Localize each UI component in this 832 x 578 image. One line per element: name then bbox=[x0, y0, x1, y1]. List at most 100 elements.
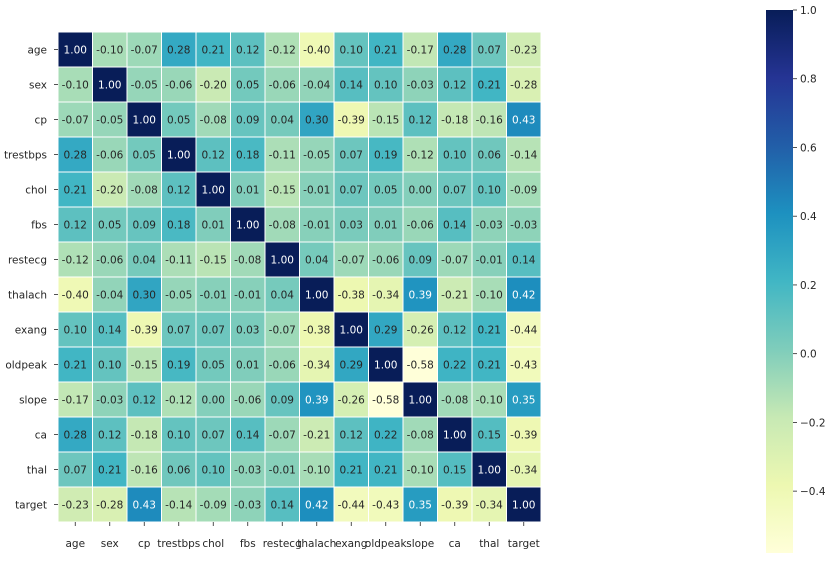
cell-annotation-slope-thal: -0.10 bbox=[476, 395, 503, 407]
cell-annotation-thalach-ca: -0.21 bbox=[441, 290, 468, 302]
heatmap-cell-trestbps-trestbps bbox=[161, 136, 197, 173]
cell-annotation-oldpeak-trestbps: 0.19 bbox=[167, 360, 190, 372]
cell-annotation-ca-target: -0.39 bbox=[510, 430, 537, 442]
cell-annotation-age-thalach: -0.40 bbox=[303, 45, 330, 57]
cell-annotation-chol-slope: 0.00 bbox=[409, 185, 432, 197]
heatmap-cell-thalach-ca bbox=[437, 276, 473, 313]
cell-annotation-oldpeak-thalach: -0.34 bbox=[303, 360, 330, 372]
cell-annotation-fbs-thalach: -0.01 bbox=[303, 220, 330, 232]
cell-annotation-slope-restecg: 0.09 bbox=[271, 395, 294, 407]
cell-annotation-ca-slope: -0.08 bbox=[407, 430, 434, 442]
heatmap-cell-restecg-slope bbox=[402, 241, 438, 278]
cell-annotation-chol-ca: 0.07 bbox=[443, 185, 466, 197]
heatmap-cell-thal-chol bbox=[195, 451, 231, 488]
cell-annotation-slope-thalach: 0.39 bbox=[305, 395, 328, 407]
cell-annotation-target-restecg: 0.14 bbox=[271, 500, 295, 512]
cell-annotation-trestbps-trestbps: 1.00 bbox=[167, 150, 190, 162]
cell-annotation-thal-slope: -0.10 bbox=[407, 465, 434, 477]
heatmap-cell-trestbps-cp bbox=[126, 136, 162, 173]
cell-annotation-exang-slope: -0.26 bbox=[407, 325, 434, 337]
colorbar-gradient bbox=[766, 10, 793, 553]
cell-annotation-trestbps-restecg: -0.11 bbox=[269, 150, 296, 162]
cell-annotation-slope-slope: 1.00 bbox=[409, 395, 432, 407]
cell-annotation-oldpeak-chol: 0.05 bbox=[202, 360, 225, 372]
cell-annotation-trestbps-ca: 0.10 bbox=[443, 150, 466, 162]
cell-annotation-target-thalach: 0.42 bbox=[305, 500, 328, 512]
heatmap-cell-exang-slope bbox=[402, 311, 438, 348]
heatmap-cell-thalach-fbs bbox=[230, 276, 266, 313]
heatmap-cell-age-target bbox=[506, 31, 542, 68]
cell-annotation-fbs-sex: 0.05 bbox=[98, 220, 121, 232]
x-tick-label-age: age bbox=[65, 538, 85, 550]
y-tick-label-thalach: thalach bbox=[8, 290, 47, 302]
heatmap-cell-age-sex bbox=[92, 31, 128, 68]
cell-annotation-exang-thal: 0.21 bbox=[478, 325, 501, 337]
heatmap-cell-chol-target bbox=[506, 171, 542, 208]
cell-annotation-fbs-target: -0.03 bbox=[510, 220, 537, 232]
cell-annotation-cp-sex: -0.05 bbox=[96, 115, 123, 127]
heatmap-cell-thal-slope bbox=[402, 451, 438, 488]
heatmap-cell-oldpeak-sex bbox=[92, 346, 128, 383]
heatmap-cell-ca-fbs bbox=[230, 416, 266, 453]
cell-annotation-oldpeak-cp: -0.15 bbox=[131, 360, 158, 372]
cell-annotation-ca-thalach: -0.21 bbox=[303, 430, 330, 442]
heatmap-cell-exang-oldpeak bbox=[368, 311, 404, 348]
cell-annotation-thal-chol: 0.10 bbox=[202, 465, 225, 477]
heatmap-cell-age-thalach bbox=[299, 31, 335, 68]
heatmap-cell-age-ca bbox=[437, 31, 473, 68]
heatmap-cell-fbs-target bbox=[506, 206, 542, 243]
heatmap-cell-trestbps-ca bbox=[437, 136, 473, 173]
y-tick-label-chol: chol bbox=[25, 185, 47, 197]
colorbar-tick-label-4: 0.2 bbox=[800, 280, 817, 292]
heatmap-cell-thal-target bbox=[506, 451, 542, 488]
heatmap-cell-exang-cp bbox=[126, 311, 162, 348]
y-tick-label-target: target bbox=[15, 500, 47, 512]
heatmap-cell-thal-oldpeak bbox=[368, 451, 404, 488]
cell-annotation-age-target: -0.23 bbox=[510, 45, 537, 57]
heatmap-cell-trestbps-thalach bbox=[299, 136, 335, 173]
cell-annotation-fbs-restecg: -0.08 bbox=[269, 220, 296, 232]
cell-annotation-exang-thalach: -0.38 bbox=[303, 325, 330, 337]
heatmap-cell-sex-restecg bbox=[264, 66, 300, 103]
heatmap-cell-thalach-oldpeak bbox=[368, 276, 404, 313]
cell-annotation-cp-oldpeak: -0.15 bbox=[372, 115, 399, 127]
heatmap-cell-cp-exang bbox=[333, 101, 369, 138]
cell-annotation-oldpeak-sex: 0.10 bbox=[98, 360, 121, 372]
x-tick-label-trestbps: trestbps bbox=[157, 538, 200, 550]
cell-annotation-target-ca: -0.39 bbox=[441, 500, 468, 512]
heatmap-cell-slope-chol bbox=[195, 381, 231, 418]
heatmap-cell-slope-thalach bbox=[299, 381, 335, 418]
cell-annotation-target-cp: 0.43 bbox=[133, 500, 156, 512]
heatmap-cell-chol-thal bbox=[471, 171, 507, 208]
heatmap-cell-restecg-trestbps bbox=[161, 241, 197, 278]
cell-annotation-fbs-chol: 0.01 bbox=[202, 220, 225, 232]
heatmap-cell-fbs-thalach bbox=[299, 206, 335, 243]
cell-annotation-restecg-slope: 0.09 bbox=[409, 255, 432, 267]
cell-annotation-trestbps-target: -0.14 bbox=[510, 150, 537, 162]
y-tick-label-thal: thal bbox=[27, 465, 47, 477]
cell-annotation-exang-target: -0.44 bbox=[510, 325, 537, 337]
cell-annotation-sex-exang: 0.14 bbox=[340, 80, 364, 92]
cell-annotation-target-target: 1.00 bbox=[512, 500, 535, 512]
cell-annotation-trestbps-exang: 0.07 bbox=[340, 150, 363, 162]
heatmap-cell-sex-sex bbox=[92, 66, 128, 103]
cell-annotation-thal-thalach: -0.10 bbox=[303, 465, 330, 477]
heatmap-cell-fbs-sex bbox=[92, 206, 128, 243]
cell-annotation-exang-sex: 0.14 bbox=[98, 325, 122, 337]
cell-annotation-chol-exang: 0.07 bbox=[340, 185, 363, 197]
cell-annotation-age-slope: -0.17 bbox=[407, 45, 434, 57]
heatmap-cell-target-slope bbox=[402, 486, 438, 523]
cell-annotation-sex-age: -0.10 bbox=[62, 80, 89, 92]
heatmap-cell-fbs-ca bbox=[437, 206, 473, 243]
cell-annotation-sex-sex: 1.00 bbox=[98, 80, 121, 92]
heatmap-cell-sex-exang bbox=[333, 66, 369, 103]
cell-annotation-trestbps-slope: -0.12 bbox=[407, 150, 434, 162]
heatmap-cell-sex-thalach bbox=[299, 66, 335, 103]
cell-annotation-age-chol: 0.21 bbox=[202, 45, 225, 57]
cell-annotation-thal-target: -0.34 bbox=[510, 465, 537, 477]
heatmap-cell-thal-thalach bbox=[299, 451, 335, 488]
heatmap-cell-exang-exang bbox=[333, 311, 369, 348]
heatmap-cell-cp-age bbox=[57, 101, 93, 138]
cell-annotation-age-thal: 0.07 bbox=[478, 45, 501, 57]
y-tick-label-slope: slope bbox=[19, 395, 47, 407]
